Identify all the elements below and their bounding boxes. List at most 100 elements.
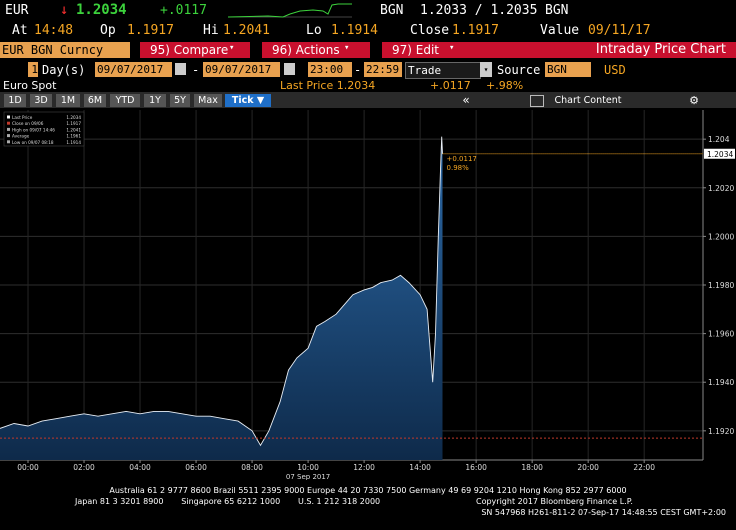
y-tick-label: 1.1980 bbox=[708, 281, 734, 290]
currency: EUR bbox=[5, 3, 29, 18]
stat-label: Op bbox=[100, 23, 116, 38]
down-arrow: ↓ bbox=[60, 2, 69, 18]
legend-value: 1.1961 bbox=[66, 134, 81, 139]
separator: - bbox=[192, 63, 200, 77]
stat-value: 1.1917 bbox=[452, 23, 499, 38]
footer-line: SN 547968 H261-811-2 07-Sep-17 14:48:55 … bbox=[481, 508, 726, 517]
stat-value: 1.1917 bbox=[127, 23, 174, 38]
security-name: Euro Spot bbox=[3, 79, 57, 92]
stat-label: Lo bbox=[306, 23, 322, 38]
stat-value: 1.2041 bbox=[223, 23, 270, 38]
legend-value: 1.1917 bbox=[66, 121, 81, 126]
y-tick-label: 1.2000 bbox=[708, 232, 734, 241]
legend-label: Last Price bbox=[12, 115, 33, 120]
change-pct-info: +.98% bbox=[486, 79, 524, 92]
legend-value: 1.1914 bbox=[66, 140, 81, 145]
legend-swatch bbox=[7, 121, 10, 125]
range-button[interactable]: 1D bbox=[4, 94, 26, 107]
stat-label: Value bbox=[540, 23, 580, 38]
x-tick-label: 06:00 bbox=[185, 463, 207, 472]
range-button[interactable]: 1M bbox=[56, 94, 80, 107]
stat-label: At bbox=[12, 23, 28, 38]
dropdown-arrow: ▾ bbox=[229, 43, 235, 53]
x-tick-label: 04:00 bbox=[129, 463, 151, 472]
dropdown-arrow: ▾ bbox=[449, 43, 455, 53]
chart-icon bbox=[530, 95, 544, 107]
legend-swatch bbox=[7, 140, 10, 144]
change-info: +.0117 bbox=[430, 79, 471, 92]
legend-value: 1.2041 bbox=[66, 127, 81, 132]
x-tick-label: 00:00 bbox=[17, 463, 39, 472]
range-button[interactable]: 1Y bbox=[144, 94, 166, 107]
annotation: 0.98% bbox=[447, 164, 470, 172]
y-tick-label: 1.2020 bbox=[708, 184, 734, 193]
footer-copyright: Copyright 2017 Bloomberg Finance L.P. bbox=[476, 497, 633, 506]
chart-content-button[interactable]: Chart Content bbox=[548, 94, 628, 107]
page-title: Intraday Price Chart bbox=[470, 42, 736, 58]
price-line bbox=[0, 136, 443, 447]
last-price-info: Last Price 1.2034 bbox=[280, 79, 376, 92]
y-tick-label: 1.1960 bbox=[708, 330, 734, 339]
stat-label: Hi bbox=[203, 23, 219, 38]
settings-gear[interactable]: ⚙ bbox=[684, 94, 704, 107]
legend-swatch bbox=[7, 127, 10, 131]
legend-box bbox=[3, 111, 85, 147]
x-tick-label: 22:00 bbox=[633, 463, 655, 472]
x-tick-label: 14:00 bbox=[409, 463, 431, 472]
tick-select[interactable]: Tick ▼ bbox=[225, 94, 271, 107]
chart: 1.1920 1.1940 1.1960 1.1980 1.2000 1.2020 1.20… bbox=[0, 110, 735, 480]
legend-label: Low on 09/07 08:18 bbox=[12, 140, 54, 145]
last-price-tag bbox=[704, 148, 735, 159]
bid-ask: 1.2033 / 1.2035 bbox=[420, 3, 538, 18]
compare-button[interactable]: 95) Compare bbox=[140, 42, 250, 58]
actions-button[interactable]: 96) Actions bbox=[262, 42, 370, 58]
change: +.0117 bbox=[160, 3, 207, 18]
stat-label: Close bbox=[410, 23, 450, 38]
security-input[interactable]: EUR BGN Curncy bbox=[0, 42, 130, 58]
start-time[interactable]: 23:00 bbox=[308, 62, 352, 77]
source-input[interactable]: BGN bbox=[545, 62, 591, 77]
quote-currency: BGN bbox=[380, 3, 404, 18]
footer-line: Australia 61 2 9777 8600 Brazil 5511 239… bbox=[109, 486, 627, 495]
x-tick-label: 20:00 bbox=[577, 463, 599, 472]
collapse-button[interactable]: « bbox=[446, 94, 486, 107]
edit-button[interactable]: 97) Edit bbox=[382, 42, 470, 58]
period-input[interactable]: 1 bbox=[28, 62, 38, 77]
range-button[interactable]: 3D bbox=[30, 94, 52, 107]
stat-value: 1.1914 bbox=[331, 23, 378, 38]
field-select[interactable]: Trade bbox=[405, 62, 481, 79]
x-tick-label: 02:00 bbox=[73, 463, 95, 472]
calendar-icon[interactable] bbox=[284, 63, 295, 75]
legend-label: Close on 09/06 bbox=[12, 121, 44, 126]
range-button[interactable]: Max bbox=[194, 94, 222, 107]
source-label: Source bbox=[497, 63, 541, 77]
legend-swatch bbox=[7, 134, 10, 138]
stat-value: 14:48 bbox=[34, 23, 74, 38]
end-time[interactable]: 22:59 bbox=[364, 62, 402, 77]
x-tick-label: 10:00 bbox=[297, 463, 319, 472]
annotation: +0.0117 bbox=[447, 155, 477, 163]
stat-value: 09/11/17 bbox=[588, 23, 651, 38]
quote-currency: BGN bbox=[545, 3, 569, 18]
range-button[interactable]: YTD bbox=[110, 94, 140, 107]
x-tick-label: 16:00 bbox=[465, 463, 487, 472]
legend-label: Average bbox=[12, 134, 30, 139]
separator: - bbox=[354, 63, 362, 77]
y-tick-label: 1.1940 bbox=[708, 378, 734, 387]
legend-value: 1.2034 bbox=[66, 115, 81, 120]
legend-label: High on 09/07 14:46 bbox=[12, 127, 55, 132]
price-area bbox=[0, 136, 443, 460]
range-button[interactable]: 6M bbox=[84, 94, 106, 107]
x-tick-label: 08:00 bbox=[241, 463, 263, 472]
dropdown-arrow[interactable]: ▾ bbox=[480, 62, 492, 77]
x-axis-label: 07 Sep 2017 bbox=[286, 473, 330, 480]
end-date[interactable]: 09/07/2017 bbox=[203, 62, 280, 77]
tick-label: Tick bbox=[231, 95, 254, 106]
range-button[interactable]: 5Y bbox=[170, 94, 190, 107]
start-date[interactable]: 09/07/2017 bbox=[95, 62, 172, 77]
x-tick-label: 12:00 bbox=[353, 463, 375, 472]
footer-line: Japan 81 3 3201 8900 Singapore 65 6212 1… bbox=[75, 497, 381, 506]
last-price: 1.2034 bbox=[76, 2, 127, 18]
calendar-icon[interactable] bbox=[175, 63, 186, 75]
